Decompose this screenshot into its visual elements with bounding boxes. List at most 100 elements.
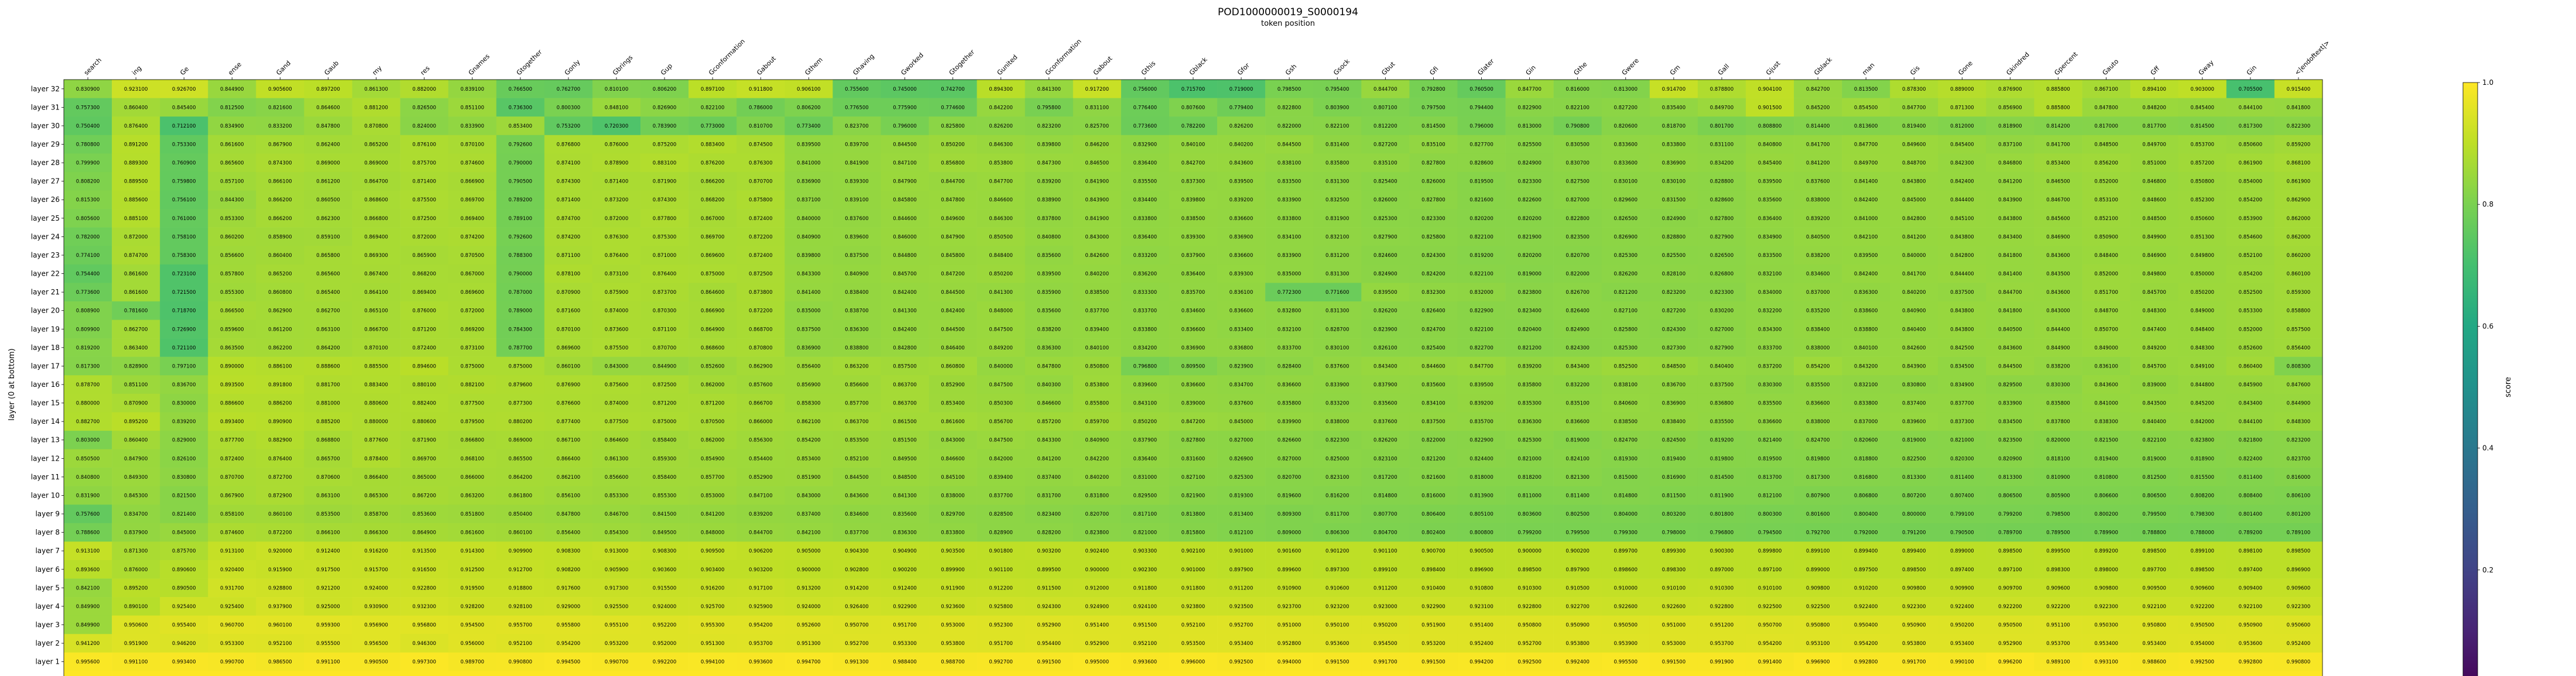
cell-value-label: 0.866300 — [364, 530, 388, 536]
cell-value-label: 0.923100 — [1469, 604, 1493, 610]
cell-value-label: 0.753200 — [557, 123, 581, 129]
heatmap-cell — [2034, 227, 2082, 246]
cell-value-label: 0.824400 — [1469, 456, 1493, 462]
cell-value-label: 0.954500 — [1373, 641, 1397, 647]
heatmap-cell — [2178, 209, 2227, 228]
cell-value-label: 0.863100 — [316, 493, 340, 499]
heatmap-cell — [1265, 153, 1314, 173]
cell-value-label: 0.841200 — [1998, 179, 2022, 185]
heatmap-cell — [1553, 80, 1602, 98]
cell-value-label: 0.802500 — [1566, 512, 1590, 517]
cell-value-label: 0.772300 — [1277, 290, 1301, 296]
cell-value-label: 0.821000 — [1517, 456, 1542, 462]
cell-value-label: 0.866000 — [460, 475, 484, 481]
heatmap-cell — [2274, 615, 2323, 634]
heatmap-cell — [1938, 116, 1986, 136]
heatmap-cell — [1505, 578, 1554, 598]
heatmap-cell — [592, 264, 641, 283]
cell-value-label: 0.956500 — [364, 641, 388, 647]
cell-value-label: 0.845200 — [1806, 105, 1830, 111]
cell-value-label: 0.798500 — [2046, 512, 2070, 517]
heatmap-cell — [160, 468, 208, 486]
heatmap-cell — [64, 449, 112, 468]
heatmap-cell — [208, 468, 256, 486]
heatmap-cell — [929, 264, 977, 283]
x-tick-label: Gff — [2149, 64, 2161, 77]
cell-value-label: 0.866400 — [557, 456, 581, 462]
heatmap-cell — [1073, 80, 1122, 98]
heatmap-cell — [1601, 338, 1650, 357]
cell-value-label: 0.824100 — [1566, 456, 1590, 462]
cell-value-label: 0.904100 — [1758, 87, 1782, 92]
cell-value-label: 0.859200 — [2287, 142, 2311, 148]
cell-value-label: 0.833900 — [1277, 197, 1301, 203]
cell-value-label: 0.960100 — [268, 622, 292, 628]
heatmap-cell — [1025, 283, 1074, 302]
heatmap-cell — [1601, 652, 1650, 671]
heatmap-cell — [2274, 486, 2323, 505]
heatmap-cell — [1457, 153, 1506, 173]
cell-value-label: 0.863500 — [220, 345, 244, 351]
cell-value-label: 0.909400 — [2239, 585, 2263, 591]
cell-value-label: 0.857700 — [701, 475, 725, 481]
cell-value-label: 0.835800 — [2046, 401, 2070, 407]
cell-value-label: 0.846900 — [2046, 234, 2070, 240]
heatmap-cell — [160, 171, 208, 191]
cell-value-label: 0.872000 — [412, 234, 436, 240]
heatmap-cell — [2082, 430, 2130, 449]
cell-value-label: 0.823700 — [845, 123, 869, 129]
heatmap-cell — [2130, 153, 2179, 173]
cell-value-label: 0.951400 — [1085, 622, 1109, 628]
heatmap-cell — [1986, 98, 2034, 117]
cell-value-label: 0.820300 — [1950, 456, 1974, 462]
heatmap-cell — [2226, 190, 2275, 210]
cell-value-label: 0.886200 — [268, 401, 292, 407]
cell-value-label: 0.917500 — [316, 567, 340, 573]
heatmap-cell — [2130, 505, 2179, 524]
cell-value-label: 0.953400 — [1229, 641, 1253, 647]
heatmap-cell — [1457, 171, 1506, 191]
cell-value-label: 0.843600 — [2046, 253, 2070, 259]
cell-value-label: 0.808400 — [2239, 493, 2263, 499]
heatmap-cell — [208, 356, 256, 376]
heatmap-cell — [1025, 153, 1074, 173]
cell-value-label: 0.833900 — [1325, 382, 1349, 388]
cell-value-label: 0.880600 — [412, 419, 436, 425]
cell-value-label: 0.989700 — [460, 660, 484, 665]
heatmap-cell — [881, 615, 929, 634]
heatmap-cell — [881, 320, 929, 339]
cell-value-label: 0.869200 — [460, 327, 484, 332]
x-tick-label: Gconformation — [1044, 37, 1083, 77]
cell-value-label: 0.759800 — [172, 179, 196, 185]
heatmap-cell — [1505, 80, 1554, 98]
cell-value-label: 0.869000 — [364, 160, 388, 166]
heatmap-cell — [448, 578, 497, 598]
cell-value-label: 0.924100 — [1133, 604, 1157, 610]
cell-value-label: 0.950500 — [2191, 622, 2215, 628]
heatmap-cell — [256, 541, 304, 561]
cell-value-label: 0.875900 — [605, 290, 629, 296]
heatmap-cell — [1890, 468, 1938, 486]
cell-value-label: 0.868100 — [2287, 160, 2311, 166]
heatmap-cell — [2178, 301, 2227, 320]
cell-value-label: 0.820600 — [1614, 123, 1638, 129]
heatmap-cell — [1457, 449, 1506, 468]
cell-value-label: 0.839500 — [1854, 253, 1878, 259]
heatmap-cell — [929, 468, 977, 486]
cell-value-label: 0.874600 — [220, 530, 244, 536]
cell-value-label: 0.856600 — [220, 253, 244, 259]
cell-value-label: 0.850200 — [1133, 419, 1157, 425]
cell-value-label: 0.865400 — [316, 290, 340, 296]
heatmap-cell — [1890, 393, 1938, 413]
heatmap-cell — [1553, 671, 1602, 676]
heatmap-cell — [1890, 283, 1938, 302]
cell-value-label: 0.796000 — [1469, 123, 1493, 129]
heatmap-cell — [2130, 597, 2179, 616]
cell-value-label: 0.893600 — [76, 567, 100, 573]
cell-value-label: 0.808200 — [2191, 493, 2215, 499]
heatmap-cell — [1601, 634, 1650, 653]
cell-value-label: 0.910300 — [1710, 585, 1734, 591]
cell-value-label: 0.822000 — [1277, 123, 1301, 129]
heatmap-cell — [1073, 338, 1122, 357]
cell-value-label: 0.841000 — [797, 160, 821, 166]
